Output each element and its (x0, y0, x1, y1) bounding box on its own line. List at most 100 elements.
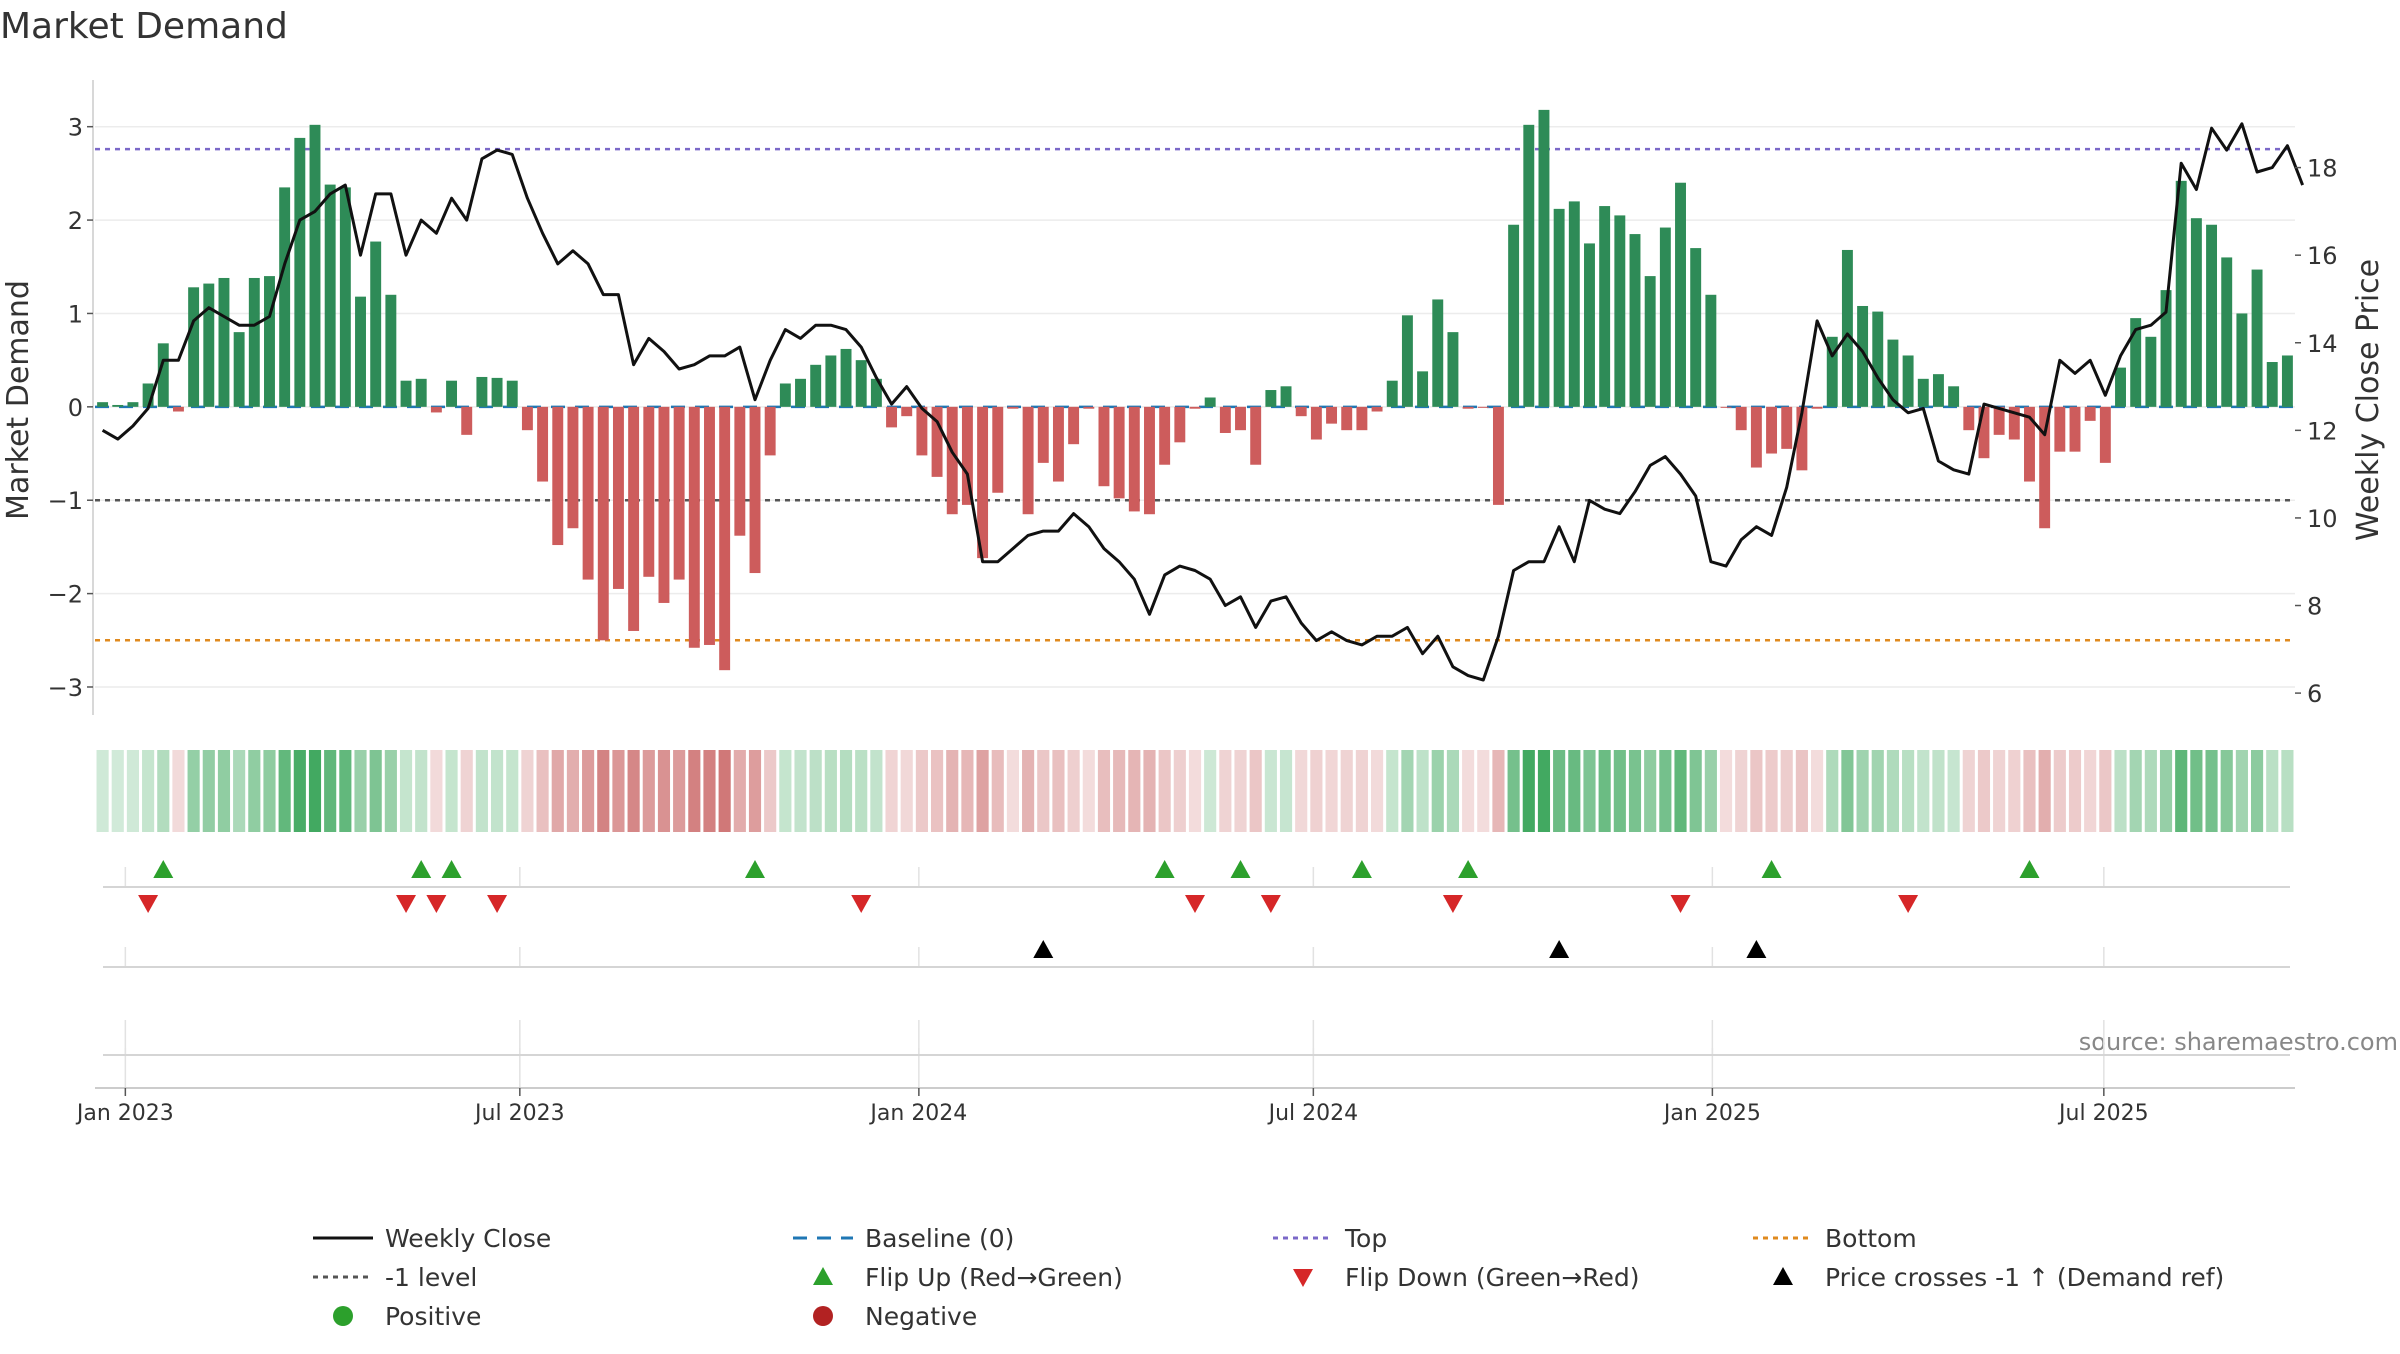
y-tick-label: −1 (48, 487, 83, 515)
heat-cell (263, 750, 276, 832)
heat-cell (2281, 750, 2294, 832)
heat-cell (1811, 750, 1824, 832)
demand-bar (810, 364, 822, 407)
heat-cell (1644, 750, 1657, 832)
heat-cell (1022, 750, 1035, 832)
heat-cell (1841, 750, 1854, 832)
demand-bar (97, 402, 109, 407)
y2-tick-label: 10 (2307, 505, 2338, 533)
demand-bar (1447, 332, 1459, 407)
demand-bar (1584, 243, 1595, 407)
heat-cell (2023, 750, 2036, 832)
demand-bar (1614, 215, 1626, 407)
demand-bar (172, 406, 184, 412)
heat-cell (748, 750, 762, 832)
heat-cell (445, 750, 458, 832)
y2-tick-label: 18 (2307, 155, 2338, 183)
demand-bar (1872, 311, 1884, 407)
heat-cell (1689, 750, 1702, 832)
legend-label: Top (1344, 1224, 1387, 1253)
flip-up-marker (1458, 860, 1479, 878)
flip-down-marker (138, 895, 159, 913)
demand-bar (1735, 406, 1747, 431)
heat-cell (384, 750, 397, 832)
heat-cell (1917, 750, 1930, 832)
demand-bar (612, 406, 624, 589)
heat-cell (733, 750, 746, 832)
demand-bar (2008, 406, 2020, 440)
demand-bar (961, 406, 973, 505)
demand-bar (309, 124, 321, 407)
heat-cell (2053, 750, 2066, 832)
demand-bar (1902, 355, 1914, 407)
demand-bar (992, 406, 1004, 493)
heat-cell (1659, 750, 1672, 832)
heat-cell (111, 750, 124, 832)
y2-tick-label: 6 (2307, 680, 2322, 708)
heat-cell (1719, 750, 1733, 832)
demand-bar (339, 187, 351, 407)
heat-cell (2190, 750, 2203, 832)
heat-cell (354, 750, 367, 832)
heat-cell (1310, 750, 1323, 832)
demand-bar (506, 380, 518, 407)
heat-cell (1219, 750, 1232, 832)
heat-cell (2099, 750, 2112, 832)
heat-cell (566, 750, 579, 832)
legend-label: Flip Up (Red→Green) (865, 1263, 1123, 1292)
heat-cell (1993, 750, 2006, 832)
demand-bar (1401, 315, 1413, 407)
heat-cell (1947, 750, 1960, 832)
heat-cell (2008, 750, 2021, 832)
price-cross-marker (1033, 940, 1054, 958)
heat-cell (1355, 750, 1368, 832)
heat-cell (1401, 750, 1414, 832)
heat-cell (308, 750, 322, 832)
demand-bar (248, 277, 260, 407)
heat-cell (187, 750, 200, 832)
heat-cell (946, 750, 959, 832)
heat-cell (217, 750, 231, 832)
heat-cell (1932, 750, 1945, 832)
demand-bar (946, 406, 958, 515)
y2-tick-label: 16 (2307, 242, 2338, 270)
demand-bars (97, 109, 2293, 671)
demand-bar (1841, 249, 1853, 407)
heat-cell (1522, 750, 1535, 832)
heat-cell (1113, 750, 1126, 832)
heat-cell (2068, 750, 2082, 832)
x-tick-label: Jan 2023 (75, 1101, 174, 1126)
demand-bar (2024, 406, 2035, 482)
demand-bar (1310, 406, 1322, 440)
demand-bar (886, 406, 898, 428)
demand-bar (1811, 406, 1823, 409)
heat-cell (1826, 750, 1839, 832)
heat-cell (1568, 750, 1581, 832)
heat-cell (2220, 750, 2233, 832)
legend-label: Flip Down (Green→Red) (1345, 1263, 1640, 1292)
demand-bar (1356, 406, 1368, 431)
heat-cell (1750, 750, 1763, 832)
heat-cell (1583, 750, 1596, 832)
legend-label: -1 level (385, 1263, 477, 1292)
demand-bar (704, 406, 715, 645)
heat-cell (1082, 750, 1095, 832)
price-line-layer (101, 122, 2304, 682)
heat-cell (915, 750, 928, 832)
demand-bar (264, 276, 275, 407)
demand-bar (1144, 406, 1155, 515)
demand-bar (1857, 305, 1869, 407)
heat-cell (2114, 750, 2127, 832)
demand-bar (1659, 227, 1671, 407)
heat-cell (1598, 750, 1611, 832)
heat-cell (324, 750, 337, 832)
demand-bar (233, 332, 245, 407)
heat-cell (1097, 750, 1111, 832)
heat-cell (1795, 750, 1808, 832)
demand-bar (2039, 406, 2051, 529)
demand-bar (1022, 406, 1034, 515)
weekly-close-line (101, 122, 2304, 682)
heat-cell (1507, 750, 1520, 832)
heat-cell (1052, 750, 1065, 832)
heat-cell (1553, 750, 1566, 832)
